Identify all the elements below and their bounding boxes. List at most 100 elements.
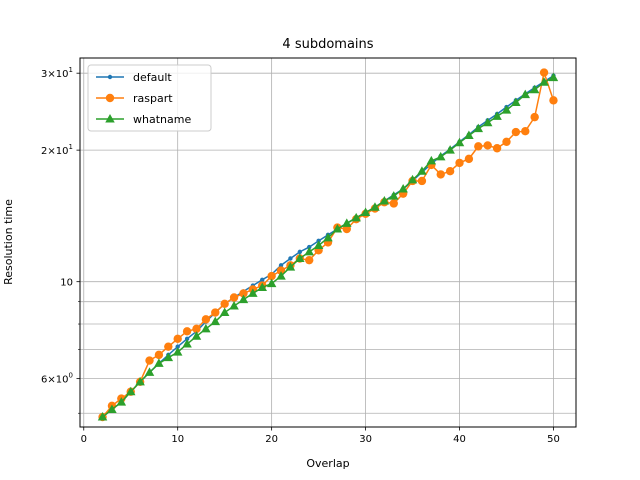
raspart-point — [305, 255, 314, 265]
x-tick-label: 20 — [265, 434, 278, 445]
raspart-point — [220, 299, 229, 308]
raspart-point — [549, 96, 558, 105]
legend-item-whatname: whatname — [96, 113, 191, 126]
whatname-point — [342, 218, 352, 227]
whatname-point — [351, 212, 361, 222]
whatname-point — [107, 404, 117, 413]
plot-frame — [79, 57, 577, 428]
whatname-point — [172, 347, 183, 356]
raspart-point — [154, 350, 164, 360]
raspart-point — [229, 293, 239, 302]
raspart-point — [145, 356, 154, 365]
whatname-point — [445, 145, 455, 154]
raspart-point — [436, 170, 445, 179]
whatname-point — [135, 376, 145, 386]
whatname-point — [473, 123, 484, 133]
whatname-point — [520, 89, 531, 99]
whatname-point — [163, 352, 174, 362]
whatname-point — [201, 323, 211, 333]
default-point — [184, 336, 190, 342]
x-axis-label: Overlap — [306, 457, 349, 470]
raspart-point — [502, 137, 511, 146]
chart-title: 4 subdomains — [282, 37, 373, 52]
whatname-point — [332, 223, 343, 233]
whatname-point — [492, 111, 502, 120]
raspart-point — [211, 308, 220, 317]
grid — [80, 58, 576, 427]
whatname-point — [238, 294, 249, 304]
raspart-point — [417, 176, 427, 186]
x-tick-label: 0 — [81, 434, 87, 445]
whatname-point — [144, 367, 155, 376]
legend-item-default: default — [96, 71, 172, 84]
default-point — [260, 277, 265, 282]
whatname-point — [389, 191, 399, 200]
whatname-point — [417, 166, 427, 175]
raspart-point — [483, 141, 492, 150]
legend-item-raspart: raspart — [96, 92, 173, 105]
whatname-point — [229, 300, 239, 310]
raspart-point — [164, 342, 173, 351]
whatname-point — [511, 97, 521, 107]
whatname-point — [426, 155, 437, 165]
whatname-point — [125, 386, 136, 396]
raspart-point — [455, 158, 464, 168]
x-tick-label: 50 — [547, 434, 560, 445]
whatname-point — [323, 232, 333, 242]
whatname-point — [97, 412, 108, 421]
whatname-point — [501, 105, 512, 114]
series-whatname — [97, 72, 559, 421]
legend: default raspart whatname — [87, 64, 212, 132]
legend-swatch-marker — [107, 74, 113, 80]
raspart-point — [521, 126, 530, 136]
raspart-point — [182, 327, 192, 336]
legend-swatch-marker — [105, 114, 115, 123]
whatname-point — [276, 271, 286, 280]
raspart-point — [276, 266, 286, 275]
whatname-point — [360, 207, 371, 216]
x-tick-label: 30 — [359, 434, 372, 445]
legend-label: raspart — [133, 92, 173, 105]
default-point — [278, 263, 284, 268]
raspart-point — [342, 224, 351, 234]
series-layer — [97, 68, 559, 422]
y-tick-label: 10 — [60, 278, 73, 289]
default-point — [288, 256, 293, 261]
whatname-point — [154, 358, 164, 367]
whatname-point — [379, 195, 390, 205]
raspart-point — [511, 127, 521, 137]
whatname-point — [257, 282, 267, 291]
legend-swatch-marker — [105, 93, 115, 103]
whatname-point — [548, 72, 559, 82]
y-tick-label: 6×100 — [41, 372, 73, 386]
legend-box — [87, 64, 212, 132]
whatname-point — [370, 202, 380, 211]
raspart-point — [492, 144, 502, 153]
raspart-point — [464, 154, 474, 164]
raspart-point — [474, 142, 483, 151]
whatname-point — [210, 316, 221, 326]
legend-label: whatname — [133, 113, 191, 126]
raspart-point — [201, 315, 211, 324]
raspart-point — [239, 289, 248, 298]
whatname-point — [435, 151, 446, 161]
x-tick-label: 40 — [453, 434, 466, 445]
raspart-point — [445, 166, 455, 176]
whatname-point — [285, 262, 296, 271]
whatname-point — [116, 397, 127, 406]
whatname-point — [407, 174, 418, 184]
whatname-point — [304, 246, 314, 256]
whatname-point — [482, 117, 493, 127]
raspart-point — [267, 271, 276, 281]
legend-label: default — [133, 71, 172, 84]
whatname-point — [248, 288, 258, 297]
whatname-point — [266, 278, 277, 288]
whatname-point — [398, 183, 408, 193]
whatname-point — [539, 77, 549, 86]
whatname-point — [313, 240, 324, 250]
default-point — [175, 344, 180, 349]
whatname-point — [295, 253, 305, 262]
y-tick-label: 2×101 — [41, 143, 73, 157]
raspart-point — [192, 324, 201, 334]
y-axis-label: Resolution time — [2, 199, 15, 285]
